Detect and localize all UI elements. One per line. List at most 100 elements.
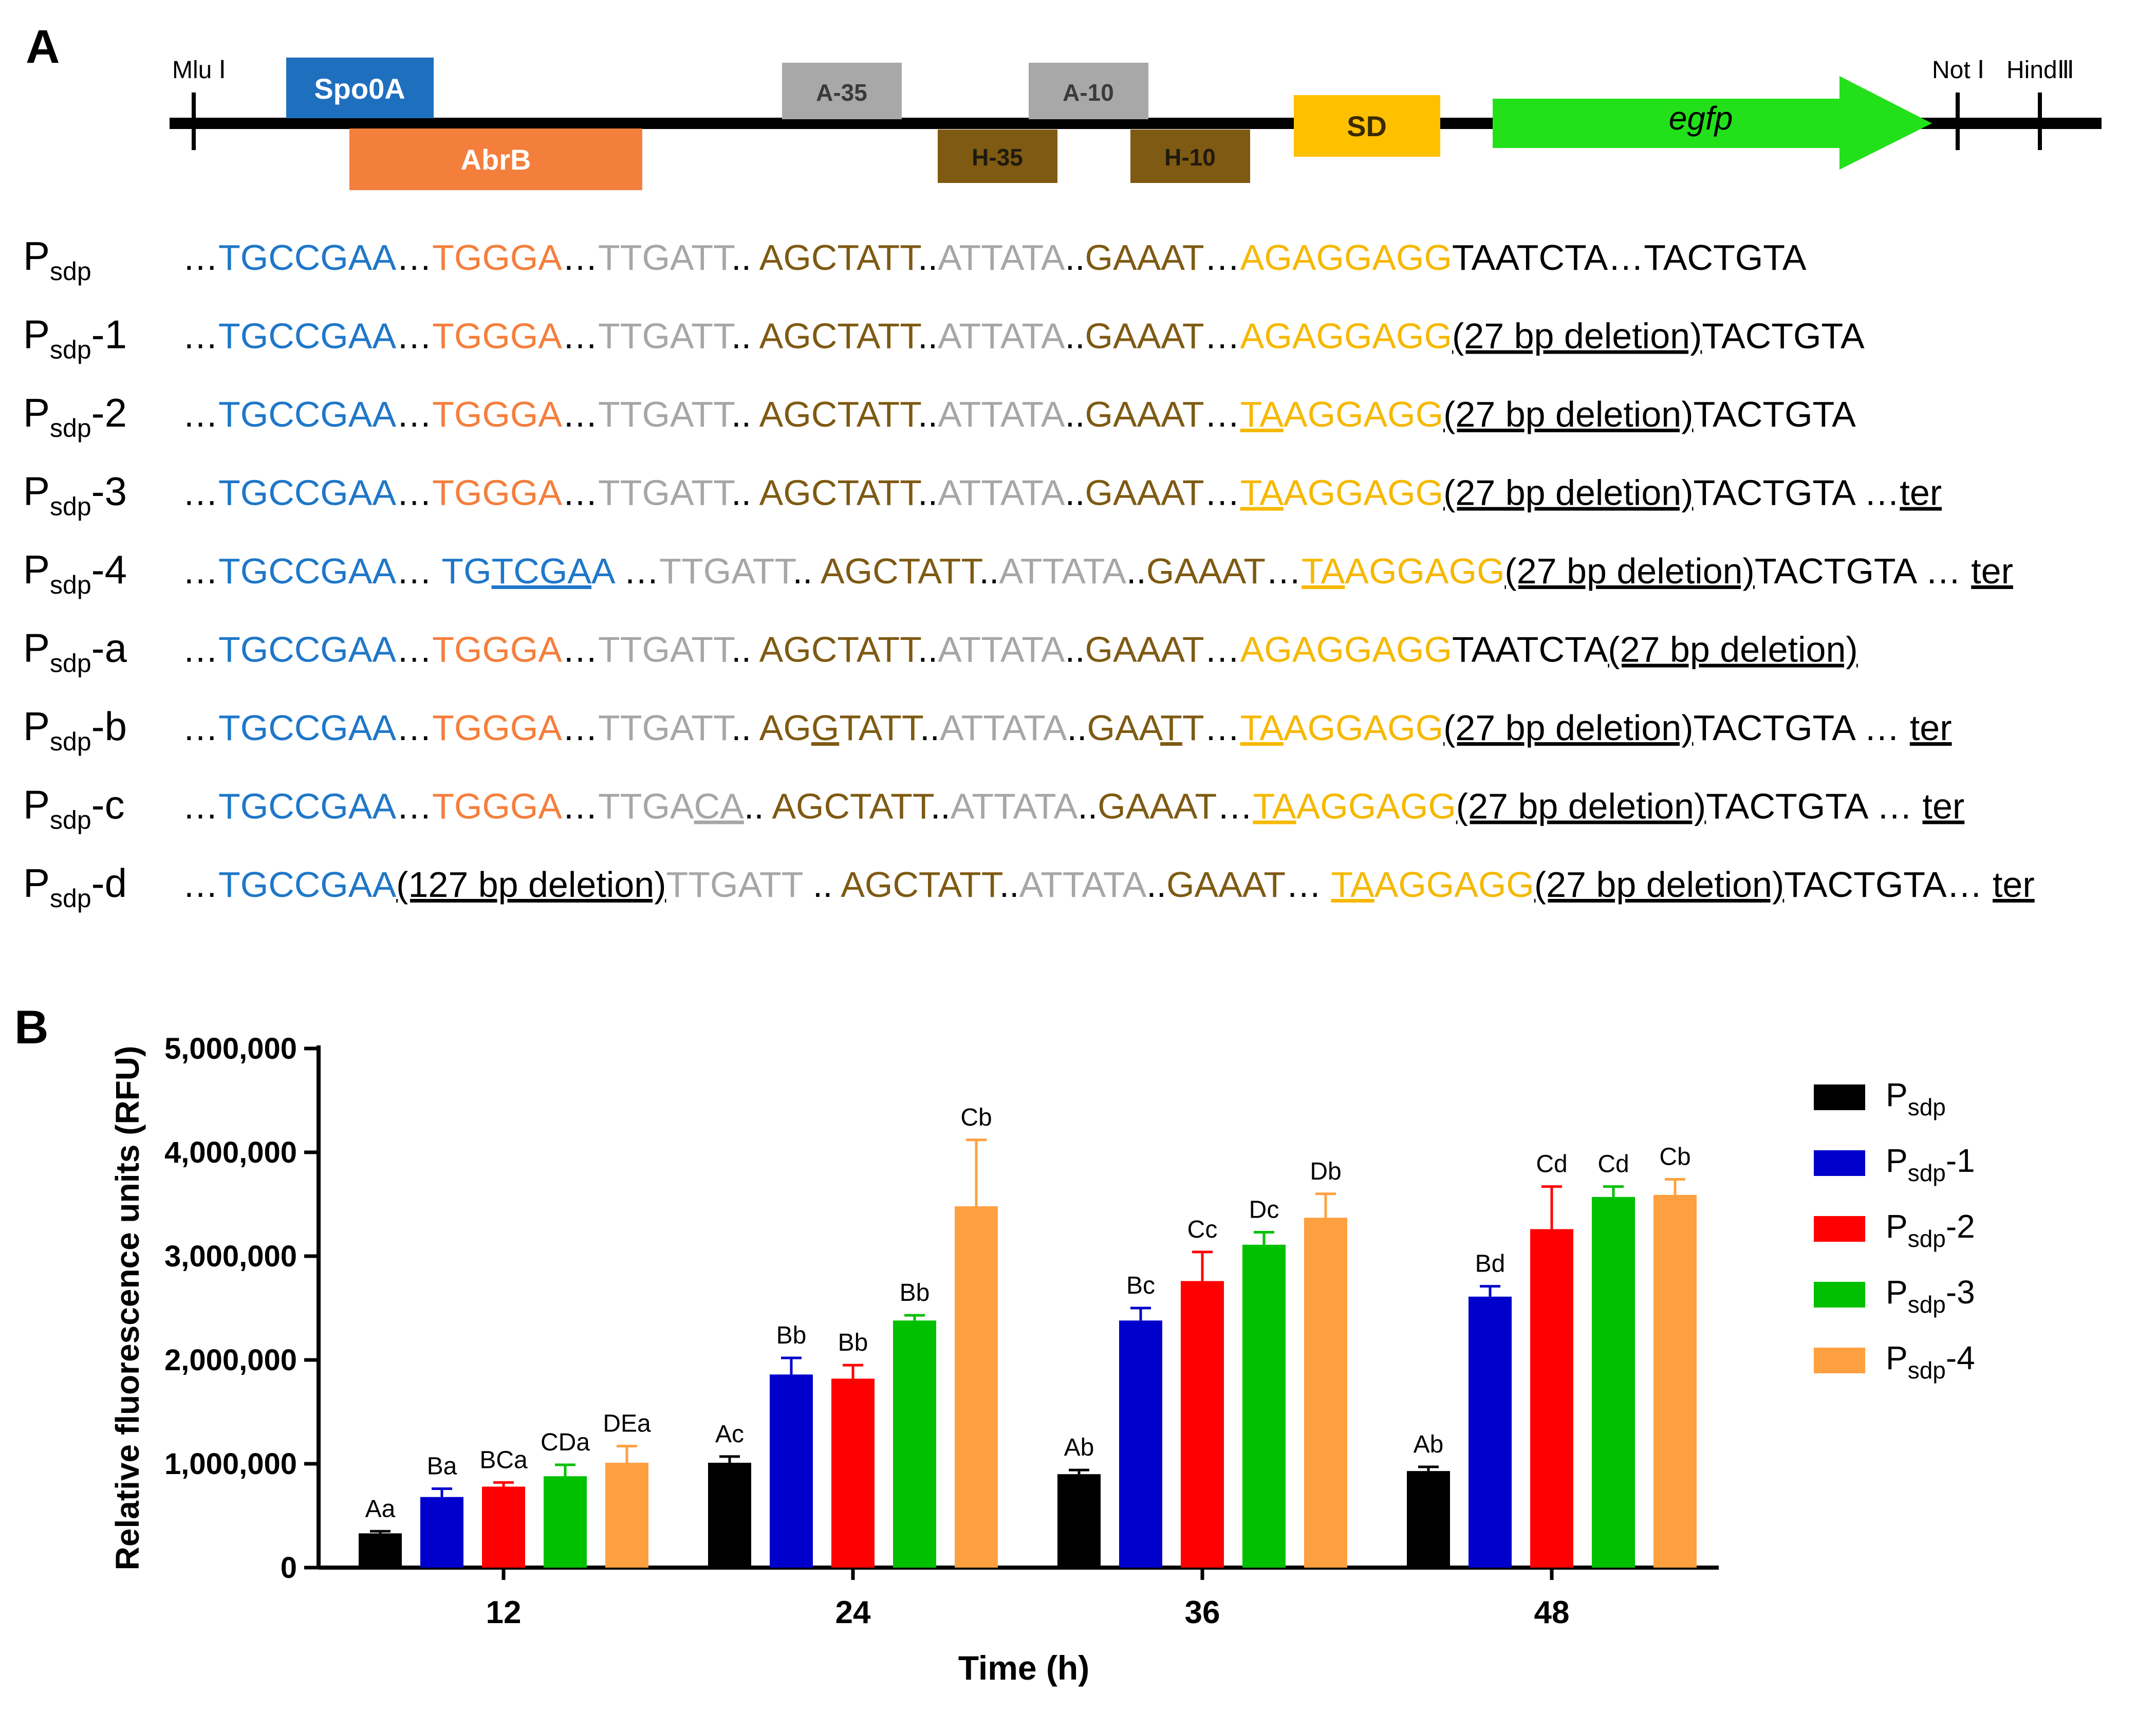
legend-label: Psdp bbox=[1886, 1076, 1946, 1120]
sequence-segment: TTGATT bbox=[598, 708, 735, 748]
sequence-segment: T bbox=[1160, 708, 1182, 748]
sequence-segment: TTGATT bbox=[598, 394, 735, 434]
sequence-segment: TACTGTA bbox=[1694, 394, 1856, 434]
sequence-segment: TTGATT bbox=[666, 864, 803, 905]
hind-site-label: HindⅢ bbox=[2006, 57, 2074, 84]
sequence-segment: .. bbox=[803, 864, 841, 905]
sequence-segment: … bbox=[182, 786, 218, 826]
legend-label: Psdp-2 bbox=[1886, 1208, 1975, 1252]
sequence-text: …TGCCGAA…TGGGA…TTGATT.. AGCTATT..ATTATA.… bbox=[182, 316, 1865, 356]
row-name-sub: sdp bbox=[50, 492, 91, 521]
bar bbox=[1119, 1320, 1162, 1568]
sequence-segment: AGGAGG bbox=[1284, 394, 1443, 434]
legend-name-main: P bbox=[1886, 1339, 1908, 1376]
abrb-box bbox=[349, 128, 642, 190]
y-axis-title: Relative fluorescence units (RFU) bbox=[109, 1046, 146, 1571]
row-name-sub: sdp bbox=[50, 414, 91, 443]
sequence-segment: GAAAT bbox=[1085, 630, 1204, 670]
legend-swatch bbox=[1814, 1216, 1865, 1242]
spo0a-label: Spo0A bbox=[314, 72, 405, 105]
bar bbox=[831, 1378, 875, 1568]
sequence-segment: (27 bp deletion) bbox=[1504, 551, 1754, 591]
a10-box bbox=[1029, 63, 1148, 119]
significance-label: Cb bbox=[1659, 1144, 1690, 1171]
sequence-segment: … bbox=[182, 473, 218, 513]
bar bbox=[1181, 1281, 1224, 1568]
sequence-segment: TTGATT bbox=[598, 630, 735, 670]
bar bbox=[1242, 1244, 1286, 1568]
sequence-segment: TACTGTA … bbox=[1694, 473, 1900, 513]
sequence-segment: TTGATT bbox=[598, 316, 735, 356]
sequence-segment: … bbox=[614, 551, 659, 591]
sequence-segment: TGGGA bbox=[432, 237, 562, 278]
sequence-segment: TGCCGAA bbox=[218, 316, 396, 356]
sequence-segment: … bbox=[396, 786, 432, 826]
sequence-segment: GAAAT bbox=[1098, 786, 1217, 826]
sequence-segment: .. bbox=[744, 786, 772, 826]
sequence-segment: … bbox=[396, 473, 432, 513]
sequence-segment: .. bbox=[1146, 864, 1166, 905]
sequence-text: …TGCCGAA(127 bp deletion)TTGATT .. AGCTA… bbox=[182, 864, 2035, 905]
sequence-segment: … bbox=[1204, 316, 1240, 356]
y-tick-label: 2,000,000 bbox=[164, 1344, 297, 1377]
row-name-suffix: -1 bbox=[91, 312, 127, 357]
bar bbox=[893, 1320, 936, 1568]
sequence-segment: GAAAT bbox=[1085, 237, 1204, 278]
sequence-segment: GAAAT bbox=[1085, 394, 1204, 434]
row-name-main: P bbox=[23, 547, 50, 592]
sequence-segment: .. bbox=[931, 786, 951, 826]
sequence-segment: TGGGA bbox=[432, 630, 562, 670]
legend-name-main: P bbox=[1886, 1208, 1908, 1245]
sequence-segment: CA bbox=[694, 786, 745, 826]
sequence-segment: TTGA bbox=[598, 786, 694, 826]
sequence-segment: AGGAGG bbox=[1296, 786, 1456, 826]
sequence-alignment: Psdp …TGCCGAA…TGGGA…TTGATT.. AGCTATT..ATT… bbox=[23, 233, 2035, 913]
legend-name-sub: sdp bbox=[1908, 1291, 1946, 1318]
sequence-row-name: Psdp-b bbox=[23, 704, 127, 756]
sequence-segment: .. bbox=[1065, 237, 1085, 278]
sequence-row-name: Psdp-a bbox=[23, 625, 127, 678]
sequence-segment: .. bbox=[731, 237, 759, 278]
a35-label: A-35 bbox=[816, 79, 867, 106]
sequence-segment: ATTATA bbox=[938, 630, 1065, 670]
sequence-segment: TA bbox=[1240, 473, 1284, 513]
a35-box bbox=[782, 63, 902, 119]
sequence-segment: ATTATA bbox=[938, 394, 1065, 434]
sequence-row-name: Psdp-3 bbox=[23, 469, 127, 521]
legend-swatch bbox=[1814, 1282, 1865, 1308]
sequence-segment: … bbox=[182, 708, 218, 748]
sequence-segment: TGGGA bbox=[432, 316, 562, 356]
h35-box bbox=[938, 130, 1057, 183]
sequence-segment: TGGGA bbox=[432, 786, 562, 826]
sequence-segment: TTGATT bbox=[659, 551, 796, 591]
sequence-segment: GAAAT bbox=[1146, 551, 1266, 591]
sequence-segment: … bbox=[396, 237, 432, 278]
legend-name-main: P bbox=[1886, 1142, 1908, 1179]
legend-swatch bbox=[1814, 1150, 1865, 1176]
row-name-sub: sdp bbox=[50, 806, 91, 835]
sequence-segment: ATTATA bbox=[938, 316, 1065, 356]
row-name-suffix: -b bbox=[91, 704, 127, 749]
sequence-segment: .. bbox=[731, 473, 759, 513]
sequence-segment: (127 bp deletion) bbox=[396, 864, 666, 905]
sequence-segment: TA bbox=[1240, 394, 1284, 434]
sequence-segment: TG bbox=[441, 551, 491, 591]
row-name-main: P bbox=[23, 704, 50, 749]
x-tick-label: 12 bbox=[486, 1595, 522, 1630]
sequence-segment: TTGATT bbox=[598, 473, 735, 513]
sequence-segment: … bbox=[182, 551, 218, 591]
bar bbox=[1592, 1197, 1635, 1568]
sequence-segment: … bbox=[562, 473, 598, 513]
sequence-segment: AGGAGG bbox=[1345, 551, 1504, 591]
legend-name-main: P bbox=[1886, 1274, 1908, 1311]
row-name-main: P bbox=[23, 782, 50, 827]
sequence-segment: AGCTATT bbox=[841, 864, 1003, 905]
sequence-segment: … bbox=[1204, 630, 1240, 670]
legend-name-sub: sdp bbox=[1908, 1160, 1946, 1186]
row-name-suffix: -a bbox=[91, 625, 127, 671]
legend-label: Psdp-4 bbox=[1886, 1339, 1975, 1384]
sequence-segment: AGCTATT bbox=[759, 237, 922, 278]
sequence-segment: TATT bbox=[839, 708, 923, 748]
row-name-main: P bbox=[23, 469, 50, 514]
sequence-segment: TGCCGAA bbox=[218, 864, 396, 905]
